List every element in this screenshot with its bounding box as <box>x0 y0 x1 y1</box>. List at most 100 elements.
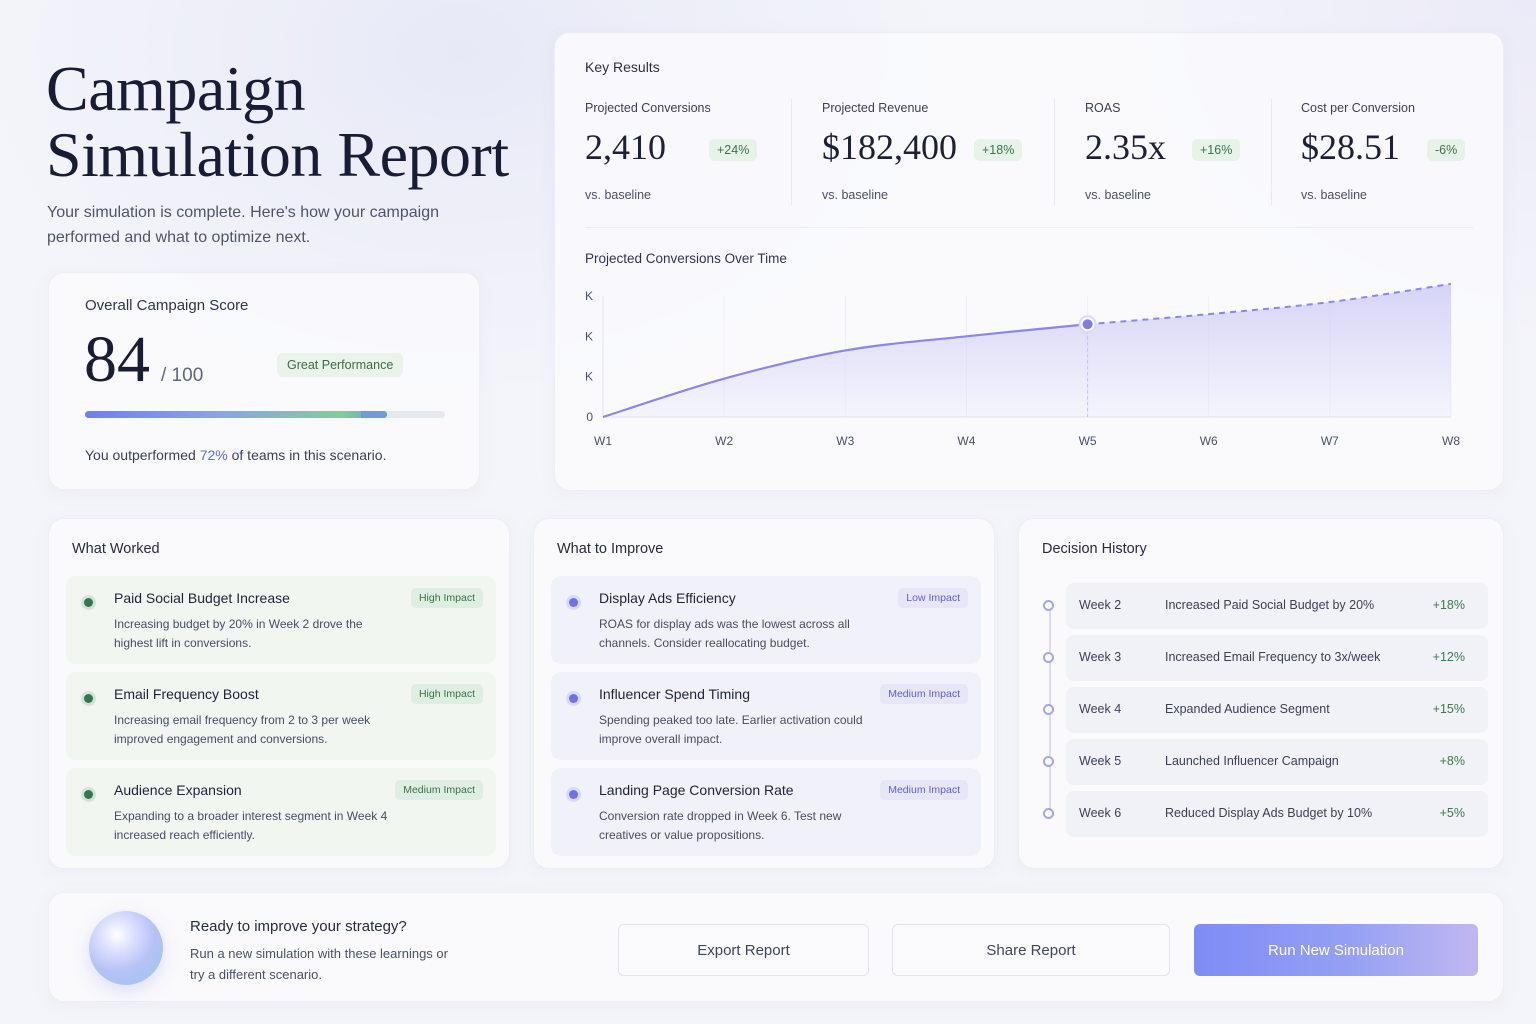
item-title: Audience Expansion <box>114 782 242 798</box>
score-max: / 100 <box>161 365 204 386</box>
impact-badge: High Impact <box>410 684 483 704</box>
history-week: Week 4 <box>1079 702 1122 716</box>
metric-projected-revenue: Projected Revenue $182,400 +18% vs. base… <box>822 99 1027 207</box>
metric-label: Cost per Conversion <box>1301 101 1415 115</box>
campaign-score-card: Overall Campaign Score 84 / 100 Great Pe… <box>48 272 480 490</box>
history-action: Expanded Audience Segment <box>1165 702 1330 716</box>
outperform-prefix: You outperformed <box>85 447 196 463</box>
metric-label: Projected Conversions <box>585 101 711 115</box>
chart-title: Projected Conversions Over Time <box>585 251 787 266</box>
outperform-percent: 72% <box>199 447 228 463</box>
item-title: Influencer Spend Timing <box>599 686 750 702</box>
cta-description: Run a new simulation with these learning… <box>190 946 448 982</box>
history-row[interactable]: Week 3 Increased Email Frequency to 3x/w… <box>1043 635 1488 681</box>
history-action: Reduced Display Ads Budget by 10% <box>1165 806 1373 820</box>
share-report-button[interactable]: Share Report <box>892 924 1170 976</box>
impact-badge: High Impact <box>410 588 483 608</box>
metric-divider <box>791 99 792 205</box>
metric-label: ROAS <box>1085 101 1121 115</box>
what-worked-card: What Worked Paid Social Budget Increase … <box>48 518 510 869</box>
item-description: Expanding to a broader interest segment … <box>114 809 388 842</box>
export-report-button[interactable]: Export Report <box>618 924 869 976</box>
metric-divider <box>1054 99 1055 205</box>
page-title-line-1: Campaign <box>46 53 306 124</box>
history-action: Increased Paid Social Budget by 20% <box>1165 598 1375 612</box>
y-tick-label: 2K <box>585 329 593 343</box>
item-title: Display Ads Efficiency <box>599 590 736 606</box>
history-delta: +5% <box>1439 806 1465 820</box>
outperform-text: You outperformed 72% of teams in this sc… <box>85 447 386 463</box>
metric-value: $182,400 <box>822 127 957 167</box>
history-row[interactable]: Week 2 Increased Paid Social Budget by 2… <box>1043 583 1488 629</box>
metric-delta-badge: +24% <box>709 139 758 161</box>
item-description: ROAS for display ads was the lowest acro… <box>599 617 850 650</box>
item-description: Increasing email frequency from 2 to 3 p… <box>114 713 371 746</box>
history-delta: +15% <box>1432 702 1465 716</box>
metric-label: Projected Revenue <box>822 101 929 115</box>
metric-sub: vs. baseline <box>1085 188 1152 202</box>
data-point <box>1082 319 1093 330</box>
conversions-chart: 0 1K 2K 3K W1 W2 W3 W4 W5 W6 W7 W8 <box>585 282 1460 448</box>
status-dot-icon <box>84 694 93 703</box>
x-tick-label: W2 <box>715 434 733 448</box>
section-divider <box>585 227 1473 228</box>
history-row[interactable]: Week 5 Launched Influencer Campaign +8% <box>1043 739 1488 785</box>
x-tick-label: W3 <box>836 434 854 448</box>
metric-sub: vs. baseline <box>585 188 652 202</box>
history-week: Week 2 <box>1079 598 1122 612</box>
score-label: Overall Campaign Score <box>85 297 249 314</box>
metric-sub: vs. baseline <box>822 188 889 202</box>
performance-badge: Great Performance <box>277 353 404 377</box>
improve-item[interactable]: Influencer Spend Timing Spending peaked … <box>551 672 981 760</box>
decision-history-title: Decision History <box>1042 541 1147 557</box>
item-description: Conversion rate dropped in Week 6. Test … <box>599 809 842 842</box>
item-description: Spending peaked too late. Earlier activa… <box>599 713 863 746</box>
x-tick-label: W1 <box>594 434 612 448</box>
status-dot-icon <box>569 598 578 607</box>
worked-item[interactable]: Audience Expansion Expanding to a broade… <box>66 768 496 856</box>
metric-value: $28.51 <box>1301 127 1400 167</box>
x-tick-label: W5 <box>1079 434 1097 448</box>
what-to-improve-title: What to Improve <box>557 541 664 557</box>
score-progress-fill <box>85 411 388 418</box>
page-subtitle: Your simulation is complete. Here's how … <box>47 204 439 246</box>
history-delta: +8% <box>1439 754 1465 768</box>
status-dot-icon <box>569 790 578 799</box>
score-progress-bar <box>85 411 445 418</box>
history-row[interactable]: Week 6 Reduced Display Ads Budget by 10%… <box>1043 791 1488 837</box>
item-title: Paid Social Budget Increase <box>114 590 290 606</box>
outperform-suffix: of teams in this scenario. <box>231 447 387 463</box>
gradient-orb-icon <box>89 911 163 985</box>
x-tick-label: W4 <box>957 434 975 448</box>
history-delta: +12% <box>1432 650 1465 664</box>
improve-item[interactable]: Display Ads Efficiency ROAS for display … <box>551 576 981 664</box>
y-tick-label: 3K <box>585 289 593 303</box>
history-week: Week 3 <box>1079 650 1122 664</box>
worked-item[interactable]: Paid Social Budget Increase Increasing b… <box>66 576 496 664</box>
worked-item[interactable]: Email Frequency Boost Increasing email f… <box>66 672 496 760</box>
status-dot-icon <box>84 598 93 607</box>
timeline-node-icon <box>1043 756 1054 767</box>
item-title: Email Frequency Boost <box>114 686 259 702</box>
area-fill <box>603 283 1451 417</box>
metric-projected-conversions: Projected Conversions 2,410 +24% vs. bas… <box>585 99 763 207</box>
impact-badge: Medium Impact <box>880 684 968 704</box>
history-delta: +18% <box>1432 598 1465 612</box>
timeline-node-icon <box>1043 704 1054 715</box>
improve-item[interactable]: Landing Page Conversion Rate Conversion … <box>551 768 981 856</box>
item-description: Increasing budget by 20% in Week 2 drove… <box>114 617 363 650</box>
what-to-improve-card: What to Improve Display Ads Efficiency R… <box>533 518 995 869</box>
series-line-actual <box>602 323 1088 419</box>
score-value: 84 <box>84 323 150 396</box>
impact-badge: Medium Impact <box>880 780 968 800</box>
metric-delta-badge: -6% <box>1427 139 1466 161</box>
history-row[interactable]: Week 4 Expanded Audience Segment +15% <box>1043 687 1488 733</box>
metric-delta-badge: +16% <box>1192 139 1241 161</box>
series-line-projected <box>1087 282 1452 326</box>
impact-badge: Low Impact <box>898 588 968 608</box>
metric-delta-badge: +18% <box>974 139 1023 161</box>
status-dot-icon <box>84 790 93 799</box>
run-new-simulation-button[interactable]: Run New Simulation <box>1194 924 1478 976</box>
cta-card: Ready to improve your strategy? Run a ne… <box>48 892 1504 1002</box>
metric-value: 2.35x <box>1085 127 1166 167</box>
